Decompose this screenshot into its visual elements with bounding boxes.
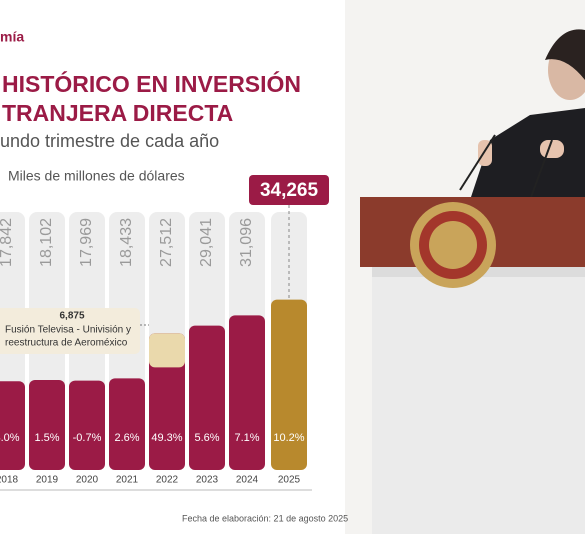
y-label: Miles de millones de dólares [8, 168, 185, 184]
growth-label: 2.6% [114, 432, 139, 444]
x-tick-label: 2025 [278, 475, 301, 486]
bar [109, 378, 145, 470]
x-tick-label: 2021 [116, 475, 139, 486]
value-label-box [249, 175, 329, 205]
annotation-text: Fusión Televisa - Univisión y [5, 325, 131, 336]
value-label: 29,041 [198, 218, 215, 267]
bar [189, 325, 225, 470]
growth-label: 49.3% [151, 432, 182, 444]
bar [29, 379, 65, 470]
bar [149, 333, 185, 470]
x-tick-label: 2023 [196, 475, 219, 486]
subtitle: undo trimestre de cada año [0, 131, 219, 151]
growth-label: 7.1% [234, 432, 259, 444]
bar [229, 315, 265, 470]
speaker-photo [345, 0, 585, 534]
x-tick-label: 2022 [156, 475, 179, 486]
bar-segment [149, 333, 185, 368]
bar [271, 299, 307, 470]
annotation-value: 6,875 [59, 311, 84, 322]
value-label: 34,265 [260, 180, 319, 201]
value-label: 18,433 [118, 218, 135, 267]
title: TRANJERA DIRECTA [2, 100, 233, 126]
growth-label: 5.6% [194, 432, 219, 444]
title: HISTÓRICO EN INVERSIÓN [2, 70, 301, 97]
value-label: 31,096 [238, 218, 255, 267]
growth-label: 1.5% [34, 432, 59, 444]
value-label: 27,512 [158, 218, 175, 267]
footnote: Fecha de elaboración: 21 de agosto 2025 [182, 513, 348, 523]
bar [0, 381, 25, 470]
x-tick-label: 2020 [76, 475, 99, 486]
header: mía [0, 29, 24, 45]
x-tick-label: 2019 [36, 475, 59, 486]
annotation-box [0, 308, 140, 354]
bar [69, 380, 105, 470]
growth-label: -0.7% [73, 432, 102, 444]
value-label: 18,102 [38, 218, 55, 267]
value-label: 17,969 [78, 218, 95, 267]
growth-label: 10.2% [273, 432, 304, 444]
annotation-text: reestructura de Aeroméxico [5, 338, 128, 349]
x-tick-label: 2024 [236, 475, 259, 486]
growth-label: 4.0% [0, 432, 20, 444]
value-label: 17,842 [0, 218, 15, 267]
